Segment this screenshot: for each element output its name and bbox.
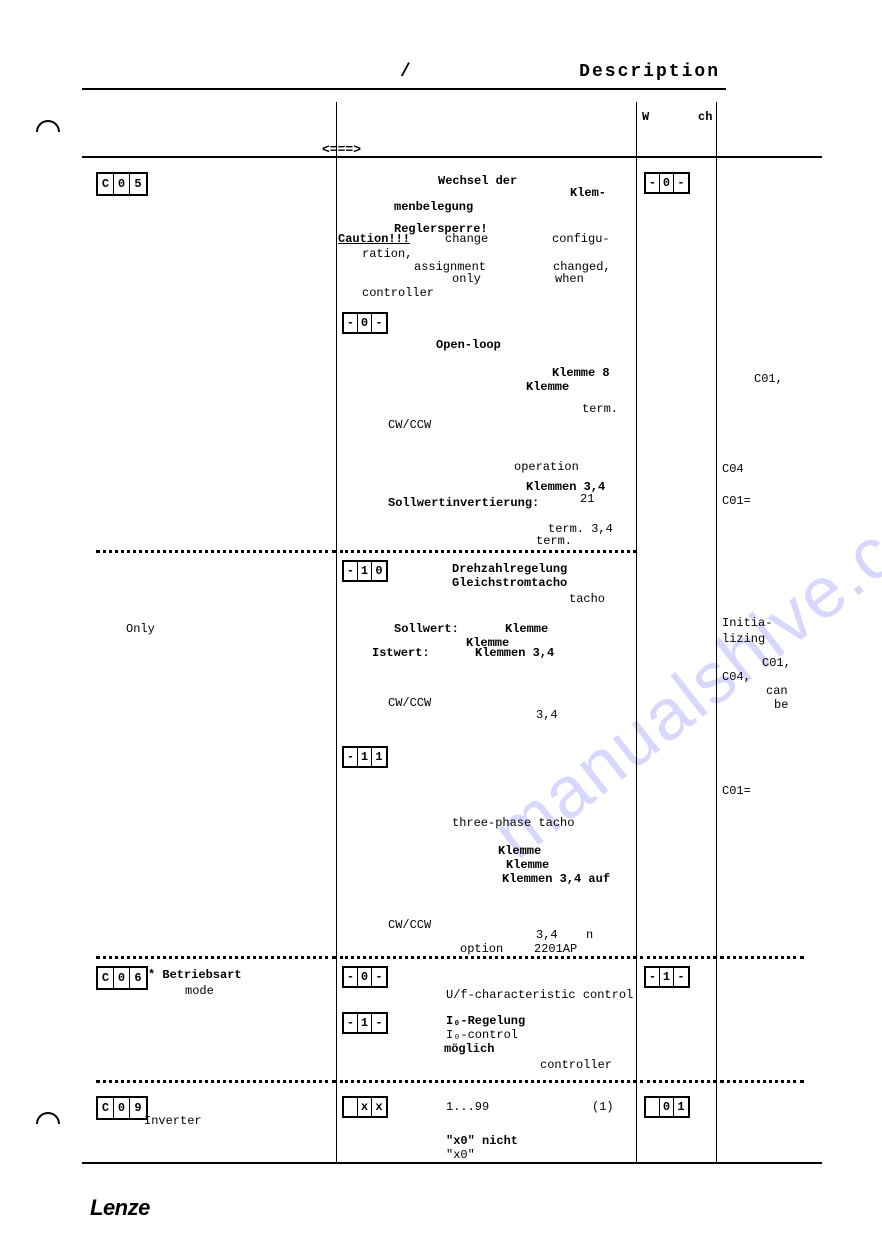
label-can: can [766, 684, 788, 698]
label-c01eq-r: C01= [722, 494, 751, 508]
header-rule [82, 88, 726, 90]
label-klemme-d: Klemme [498, 844, 541, 858]
dotted-3c [640, 1080, 716, 1083]
label-klem: Klem- [570, 186, 606, 200]
label-i0ctrl: I₀-control [446, 1028, 518, 1042]
col-divider-2 [636, 102, 637, 1162]
dotted-1b [340, 550, 636, 553]
arrow-indicator: <===> [322, 142, 361, 157]
code-11: -11 [342, 746, 388, 768]
label-x0nicht: "x0" nicht [446, 1134, 518, 1148]
label-term-a: term. [582, 402, 618, 416]
dotted-2b [340, 956, 636, 959]
label-21: 21 [580, 492, 594, 506]
label-c04-r2: C04, [722, 670, 751, 684]
dotted-1a [96, 550, 336, 553]
code-xx: xx [342, 1096, 388, 1118]
code-10: -10 [342, 560, 388, 582]
code-c09: C09 [96, 1096, 148, 1120]
brand-logo: Lenze [90, 1195, 150, 1221]
label-change: change [445, 232, 488, 246]
code-1c: -1- [644, 966, 690, 988]
label-cwccw-a: CW/CCW [388, 418, 431, 432]
label-c01-r: C01, [754, 372, 783, 386]
label-openloop: Open-loop [436, 338, 501, 352]
code-0b: -0- [342, 966, 388, 988]
label-c04-r: C04 [722, 462, 744, 476]
label-sollwert: Sollwert: [394, 622, 459, 636]
label-gleichstrom: Gleichstromtacho [452, 576, 567, 590]
label-option: option [460, 942, 503, 956]
label-controller: controller [362, 286, 434, 300]
label-be: be [774, 698, 788, 712]
label-range199: 1...99 [446, 1100, 489, 1114]
label-lizing: lizing [722, 632, 765, 646]
label-cwccw-c: CW/CCW [388, 918, 431, 932]
label-only: Only [126, 622, 155, 636]
label-betriebsart: * Betriebsart [148, 968, 242, 982]
label-klemme-a: Klemme [526, 380, 569, 394]
label-klemmen34auf: Klemmen 3,4 auf [502, 872, 610, 886]
label-operation: operation [514, 460, 579, 474]
label-34-b: 3,4 [536, 708, 558, 722]
code-00: -0- [342, 312, 388, 334]
label-klemme-e: Klemme [506, 858, 549, 872]
label-w: W [642, 110, 649, 124]
label-i0reg: I₀-Regelung [446, 1014, 525, 1028]
header-slash: / [400, 62, 411, 82]
dotted-3b [340, 1080, 636, 1083]
label-controller-2: controller [540, 1058, 612, 1072]
col-divider-3 [716, 102, 717, 1162]
label-34-c: 3,4 [536, 928, 558, 942]
label-c01-r2: C01, [762, 656, 791, 670]
label-ration: ration, [362, 247, 412, 261]
label-2201ap: 2201AP [534, 942, 577, 956]
binding-arc-top [36, 120, 60, 132]
label-ufchar: U/f-characteristic control [446, 988, 633, 1002]
label-klemmen34-b: Klemmen 3,4 [475, 646, 554, 660]
label-configu: configu- [552, 232, 610, 246]
label-wechsel: Wechsel der [438, 174, 517, 188]
dotted-2d [720, 956, 804, 959]
label-moglich: möglich [444, 1042, 494, 1056]
label-paren1: (1) [592, 1100, 614, 1114]
label-ch: ch [698, 110, 712, 124]
code-01r: 01 [644, 1096, 690, 1118]
row-divider-top [82, 156, 822, 158]
label-istwert: Istwert: [372, 646, 430, 660]
code-1b: -1- [342, 1012, 388, 1034]
label-cwccw-b: CW/CCW [388, 696, 431, 710]
dotted-2c [640, 956, 716, 959]
label-term-b: term. [536, 534, 572, 548]
label-tacho: tacho [569, 592, 605, 606]
label-only-l: only [452, 272, 481, 286]
code-c05: C05 [96, 172, 148, 196]
label-x0: "x0" [446, 1148, 475, 1162]
code-c06: C06 [96, 966, 148, 990]
label-sollwertinv: Sollwertinvertierung: [388, 496, 539, 510]
label-drehzahl: Drehzahlregelung [452, 562, 567, 576]
label-threephase: three-phase tacho [452, 816, 574, 830]
label-klemme-b: Klemme [505, 622, 548, 636]
row-divider-bottom [82, 1162, 822, 1164]
label-inverter: Inverter [144, 1114, 202, 1128]
dotted-3a [96, 1080, 336, 1083]
page-title: Description [579, 62, 720, 82]
code-0-right: -0- [644, 172, 690, 194]
label-caution: Caution!!! [338, 232, 410, 246]
label-n: n [586, 928, 593, 942]
label-klemme8: Klemme 8 [552, 366, 610, 380]
binding-arc-bottom [36, 1112, 60, 1124]
watermark: manualshive.com [477, 447, 882, 875]
dotted-3d [720, 1080, 804, 1083]
col-divider-1 [336, 102, 337, 1162]
label-when: when [555, 272, 584, 286]
label-mode: mode [185, 984, 214, 998]
label-c01eq2: C01= [722, 784, 751, 798]
dotted-2a [96, 956, 336, 959]
label-initia: Initia- [722, 616, 772, 630]
label-menbelegung: menbelegung [394, 200, 473, 214]
